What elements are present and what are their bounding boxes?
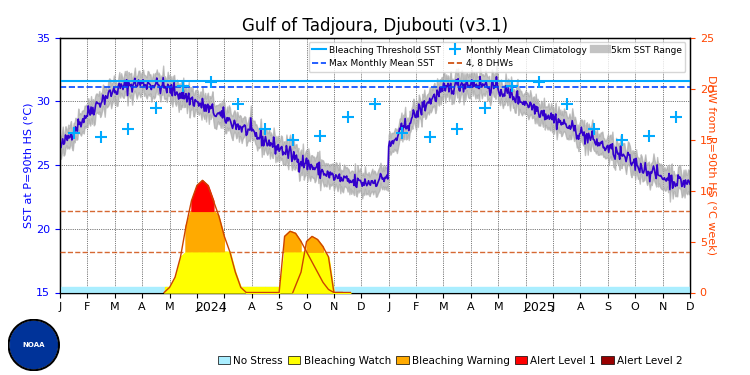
Bar — [311, 287, 320, 292]
Monthly Mean Climatology — [590, 127, 598, 132]
Bar — [202, 287, 211, 292]
Bar — [192, 287, 202, 292]
Text: 2025: 2025 — [524, 302, 555, 314]
Text: NOAA: NOAA — [22, 342, 45, 348]
Monthly Mean Climatology — [425, 135, 434, 139]
Monthly Mean Climatology — [535, 80, 544, 84]
Bar — [266, 287, 274, 292]
Monthly Mean Climatology — [672, 114, 681, 119]
Monthly Mean Climatology — [480, 105, 489, 110]
Monthly Mean Climatology — [206, 80, 215, 84]
Bar — [302, 287, 311, 292]
Monthly Mean Climatology — [178, 84, 188, 88]
Monthly Mean Climatology — [398, 131, 407, 135]
Title: Gulf of Tadjoura, Djubouti (v3.1): Gulf of Tadjoura, Djubouti (v3.1) — [242, 16, 508, 34]
Bar — [220, 287, 229, 292]
Bar — [60, 287, 690, 292]
Monthly Mean Climatology — [508, 84, 517, 88]
Monthly Mean Climatology — [316, 134, 325, 138]
Bar — [174, 287, 183, 292]
Circle shape — [10, 321, 57, 369]
Bleaching Threshold SST — [83, 79, 92, 83]
Y-axis label: SST at P=90th HS (°C): SST at P=90th HS (°C) — [23, 102, 33, 228]
Bar — [247, 287, 256, 292]
Bar — [211, 287, 220, 292]
Bar — [284, 287, 292, 292]
Bar — [256, 287, 265, 292]
Monthly Mean Climatology — [453, 127, 462, 132]
Monthly Mean Climatology — [644, 134, 653, 138]
Monthly Mean Climatology — [124, 127, 133, 132]
Bar — [238, 287, 247, 292]
Monthly Mean Climatology — [69, 131, 78, 135]
Legend: No Stress, Bleaching Watch, Bleaching Warning, Alert Level 1, Alert Level 2: No Stress, Bleaching Watch, Bleaching Wa… — [213, 351, 687, 370]
Bar — [165, 287, 174, 292]
Monthly Mean Climatology — [370, 102, 380, 106]
Line: Monthly Mean Climatology: Monthly Mean Climatology — [68, 76, 682, 145]
Bar — [183, 287, 192, 292]
Legend: Bleaching Threshold SST, Max Monthly Mean SST, Monthly Mean Climatology, 4, 8 DH: Bleaching Threshold SST, Max Monthly Mea… — [308, 42, 686, 72]
Y-axis label: DHW from P=90th HS (°C week): DHW from P=90th HS (°C week) — [706, 75, 717, 255]
Monthly Mean Climatology — [152, 105, 160, 110]
Monthly Mean Climatology — [562, 102, 572, 106]
Monthly Mean Climatology — [288, 137, 297, 142]
Monthly Mean Climatology — [233, 102, 242, 106]
Monthly Mean Climatology — [97, 135, 106, 139]
Bar — [229, 287, 238, 292]
Max Monthly Mean SST — [83, 85, 92, 90]
Monthly Mean Climatology — [617, 137, 626, 142]
Bar — [274, 287, 284, 292]
Max Monthly Mean SST — [56, 85, 64, 90]
Bleaching Threshold SST — [56, 79, 64, 83]
Monthly Mean Climatology — [261, 127, 270, 132]
Bar — [292, 287, 302, 292]
Monthly Mean Climatology — [343, 114, 352, 119]
Text: 2024: 2024 — [195, 302, 226, 314]
